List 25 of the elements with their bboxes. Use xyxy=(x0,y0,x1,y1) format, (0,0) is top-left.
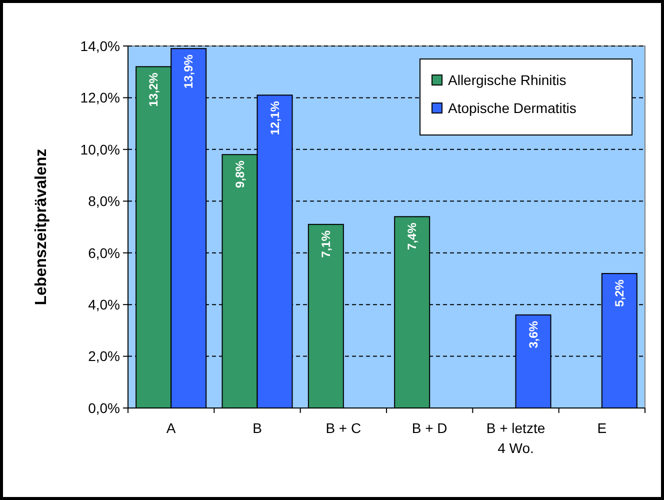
x-tick-label: E xyxy=(597,420,607,436)
y-tick-label: 2,0% xyxy=(88,348,120,364)
legend-label: Atopische Dermatitis xyxy=(448,100,576,116)
y-tick-label: 8,0% xyxy=(88,193,120,210)
x-tick-label: B + letzte 4 Wo. xyxy=(486,420,546,456)
data-label: 13,2% xyxy=(146,72,161,107)
y-tick-label: 6,0% xyxy=(88,244,120,261)
data-label: 13,9% xyxy=(182,54,196,89)
data-label: 5,2% xyxy=(612,279,626,307)
x-tick-label: B xyxy=(252,420,262,436)
data-label: 12,1% xyxy=(268,100,282,136)
y-tick-label: 10,0% xyxy=(80,141,120,158)
data-label: 3,6% xyxy=(526,320,540,348)
y-tick-label: 0,0% xyxy=(88,400,120,416)
y-tick-label: 14,0% xyxy=(80,38,120,54)
x-tick-label: B + C xyxy=(326,420,362,436)
data-label: 9,8% xyxy=(232,160,247,188)
data-label: 7,1% xyxy=(318,230,333,258)
x-tick-label: A xyxy=(166,420,176,436)
y-axis-title: Lebenszeitprävalenz xyxy=(33,148,50,306)
y-tick-label: 12,0% xyxy=(80,90,120,106)
x-tick-label: B + D xyxy=(412,420,448,436)
y-tick-label: 4,0% xyxy=(88,296,120,312)
data-label: 7,4% xyxy=(405,222,420,250)
legend-label: Allergische Rhinitis xyxy=(448,72,566,88)
